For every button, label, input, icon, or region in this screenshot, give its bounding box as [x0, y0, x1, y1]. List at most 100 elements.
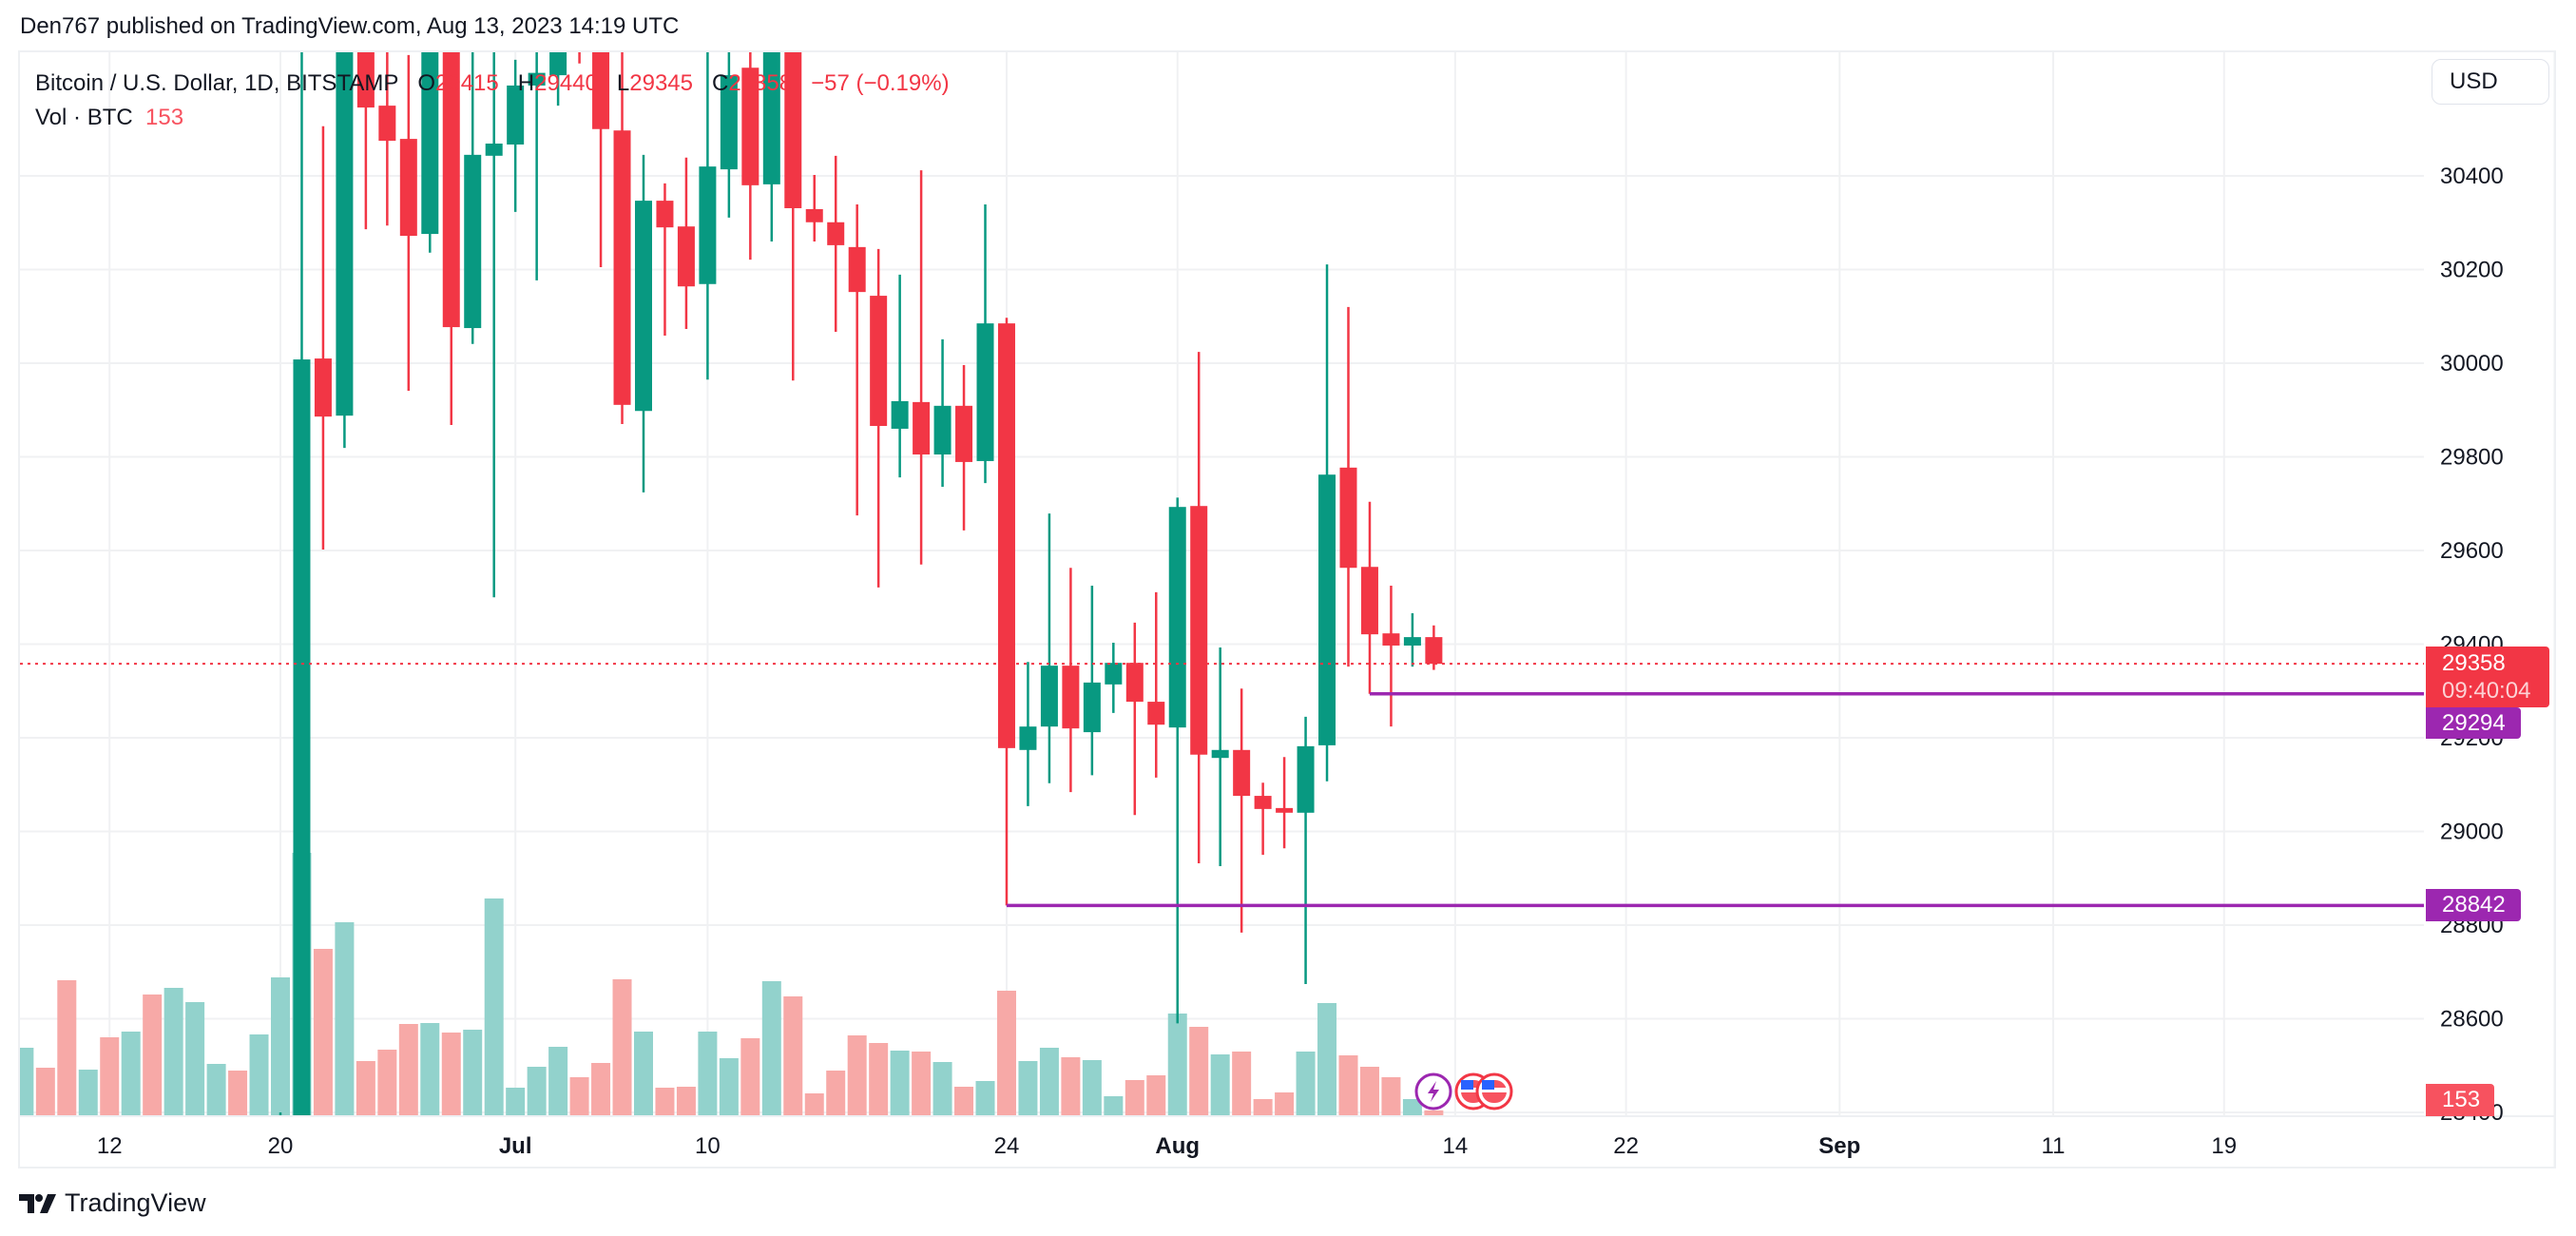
- price-tick-label: 30400: [2440, 164, 2504, 189]
- candle: [677, 157, 695, 330]
- volume-bar: [78, 1070, 98, 1115]
- volume-bar: [954, 1087, 974, 1115]
- price-tick-label: 30200: [2440, 258, 2504, 283]
- volume-tag: 153: [2426, 1084, 2494, 1116]
- volume-bar: [463, 1030, 483, 1115]
- volume-bar: [1082, 1060, 1102, 1115]
- candle: [827, 155, 845, 333]
- volume-bar: [143, 995, 163, 1115]
- volume-bar: [975, 1081, 995, 1115]
- volume-bar: [912, 1052, 932, 1115]
- candle: [1125, 622, 1144, 816]
- volume-bar: [655, 1088, 675, 1115]
- price-tick-label: 30000: [2440, 351, 2504, 377]
- volume-bar: [484, 898, 504, 1115]
- candle: [805, 175, 823, 241]
- candle: [1211, 647, 1229, 866]
- volume-bar: [890, 1051, 910, 1115]
- volume-bar: [869, 1043, 889, 1115]
- volume-bar: [271, 977, 290, 1115]
- tradingview-logo-icon: [19, 1193, 56, 1213]
- price-tick-label: 29800: [2440, 445, 2504, 471]
- candle: [1276, 757, 1294, 849]
- chart-pane[interactable]: [18, 50, 2556, 1168]
- candle: [613, 52, 631, 425]
- candle: [1339, 306, 1357, 667]
- price-axis: 2840028600288002900029200294002960029800…: [2440, 164, 2504, 1126]
- candle: [1168, 497, 1186, 1024]
- price-tick-label: 28600: [2440, 1007, 2504, 1033]
- candle: [1254, 782, 1272, 856]
- volume-bar: [740, 1038, 760, 1115]
- candle: [528, 52, 546, 280]
- volume-bar: [313, 949, 333, 1115]
- candle: [356, 52, 375, 230]
- volume-bar: [996, 991, 1016, 1115]
- candle: [848, 204, 866, 516]
- volume-bar: [420, 1023, 440, 1115]
- volume-bar: [719, 1058, 739, 1115]
- published-caption: Den767 published on TradingView.com, Aug…: [20, 13, 680, 39]
- volume-bar: [228, 1071, 248, 1115]
- level-tag-lower: 28842: [2426, 889, 2521, 921]
- candle: [1233, 688, 1251, 933]
- time-tick-label: 19: [2211, 1133, 2237, 1159]
- volume-bar: [1167, 1014, 1187, 1115]
- candle: [656, 183, 674, 336]
- volume-bar: [57, 980, 77, 1115]
- volume-bar: [35, 1068, 55, 1115]
- candle: [997, 318, 1015, 906]
- level-tag-upper: 29294: [2426, 707, 2521, 739]
- volume-bar: [783, 996, 803, 1115]
- last-price-tag: 29358 09:40:04: [2426, 647, 2549, 707]
- us-flag-event-icon[interactable]: [1475, 1072, 1513, 1110]
- volume-bar: [1275, 1092, 1295, 1115]
- volume-bar: [591, 1063, 611, 1115]
- volume-bar: [335, 922, 355, 1115]
- volume-bar: [569, 1077, 589, 1115]
- volume-bar: [356, 1061, 375, 1115]
- volume-bar: [121, 1032, 141, 1115]
- lightning-event-icon[interactable]: [1414, 1072, 1452, 1110]
- candle: [1147, 591, 1165, 778]
- bar-countdown: 09:40:04: [2442, 678, 2531, 704]
- candle: [1040, 513, 1058, 783]
- volume-bar: [1018, 1061, 1038, 1115]
- currency-button[interactable]: USD: [2432, 59, 2549, 105]
- volume-bar: [1061, 1057, 1081, 1115]
- last-price-value: 29358: [2442, 650, 2506, 676]
- volume-bar: [398, 1024, 418, 1115]
- volume-bar: [1317, 1003, 1337, 1115]
- candle: [1318, 264, 1336, 782]
- time-tick-label: Sep: [1818, 1133, 1860, 1159]
- candle: [378, 52, 396, 226]
- volume-bar: [20, 1048, 34, 1115]
- volume-bar: [1424, 1110, 1444, 1115]
- candle: [399, 54, 417, 392]
- volume-bars: [20, 853, 1444, 1115]
- time-tick-label: Aug: [1155, 1133, 1200, 1159]
- volume-bar: [1402, 1099, 1422, 1115]
- candle: [578, 52, 581, 64]
- candle: [891, 274, 909, 478]
- time-tick-label: 14: [1442, 1133, 1468, 1159]
- tradingview-logo[interactable]: TradingView: [19, 1188, 206, 1218]
- candle: [1382, 585, 1400, 727]
- volume-bar: [206, 1064, 226, 1115]
- candle: [1297, 716, 1315, 985]
- candle: [279, 1112, 282, 1115]
- candle: [592, 52, 610, 268]
- plot-area: [20, 52, 1444, 1115]
- volume-bar: [676, 1087, 696, 1115]
- candle: [870, 248, 888, 588]
- candle: [933, 338, 952, 488]
- volume-bar: [527, 1067, 547, 1115]
- candle: [1190, 352, 1208, 863]
- price-tick-label: 29000: [2440, 820, 2504, 845]
- time-tick-label: 22: [1613, 1133, 1639, 1159]
- candle: [293, 52, 311, 1115]
- candle: [1062, 568, 1080, 793]
- event-markers: [1414, 1072, 1513, 1110]
- candle: [1403, 612, 1421, 667]
